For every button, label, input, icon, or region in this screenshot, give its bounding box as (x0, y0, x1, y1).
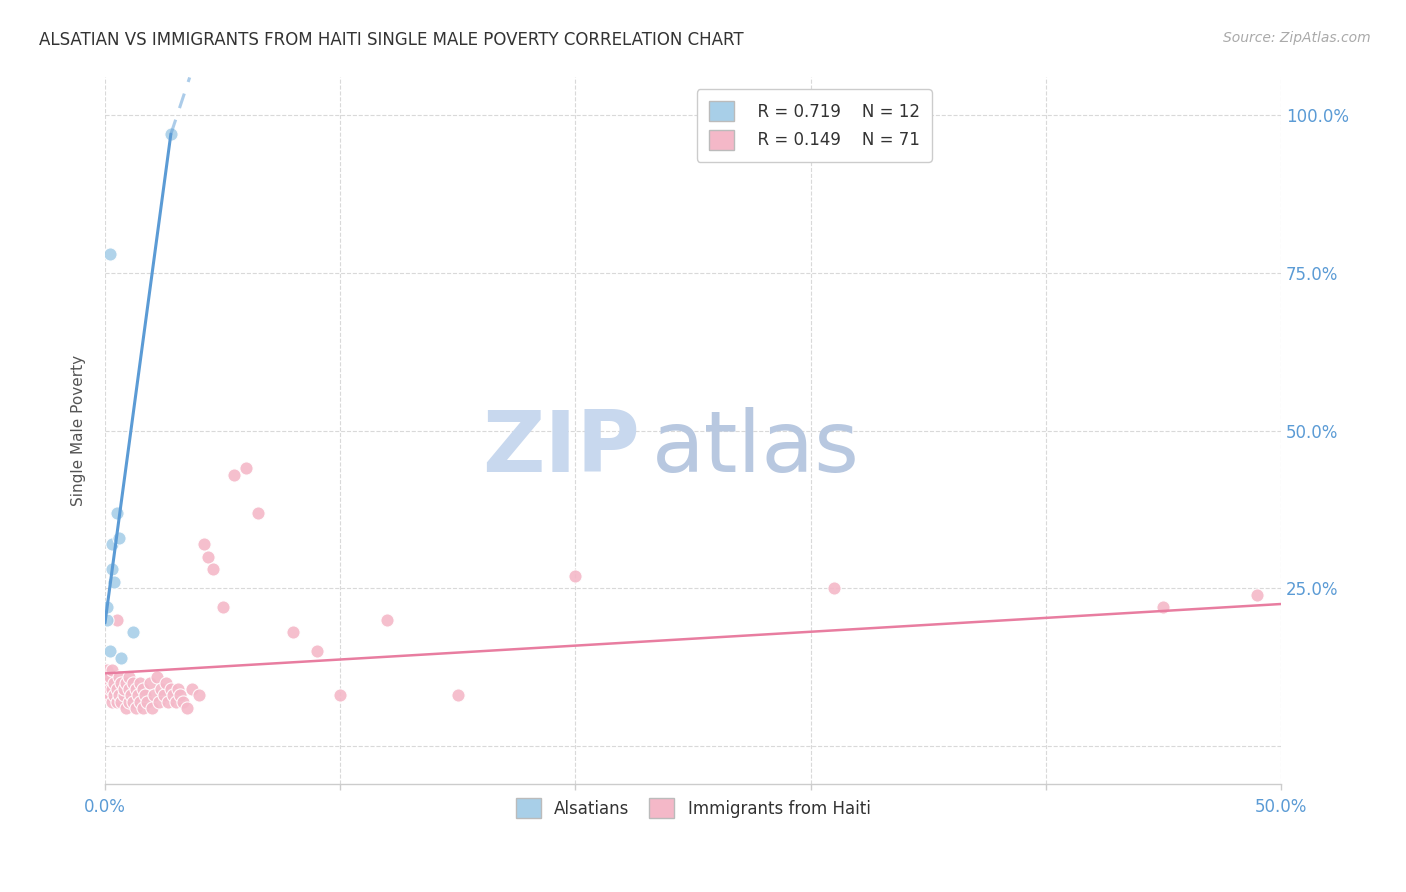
Point (152, 689, 174, 703)
Point (169, 689, 191, 703)
Point (131, 701, 153, 715)
Point (103, 689, 125, 703)
Point (96, 676, 118, 690)
Point (101, 695, 124, 709)
Point (101, 663, 124, 677)
Point (165, 695, 187, 709)
Point (105, 695, 128, 709)
Point (115, 701, 138, 715)
Point (98, 682, 121, 697)
Point (131, 682, 153, 697)
Point (96, 689, 118, 703)
Point (101, 537, 124, 551)
Point (101, 682, 124, 697)
Y-axis label: Single Male Poverty: Single Male Poverty (72, 355, 86, 506)
Point (155, 676, 177, 690)
Point (157, 695, 180, 709)
Point (105, 613, 128, 627)
Point (235, 461, 257, 475)
Point (160, 127, 183, 141)
Point (105, 506, 128, 520)
Text: ZIP: ZIP (482, 407, 640, 490)
Point (162, 689, 184, 703)
Point (124, 701, 146, 715)
Point (103, 574, 125, 589)
Point (564, 568, 586, 582)
Point (181, 682, 204, 697)
Point (148, 695, 170, 709)
Point (101, 562, 124, 576)
Point (193, 537, 215, 551)
Point (96, 663, 118, 677)
Point (96, 613, 118, 627)
Point (112, 682, 135, 697)
Point (202, 562, 225, 576)
Point (105, 682, 128, 697)
Point (150, 682, 173, 697)
Point (281, 625, 304, 640)
Point (246, 506, 269, 520)
Point (1152, 600, 1174, 615)
Point (188, 689, 211, 703)
Point (305, 644, 328, 658)
Point (129, 676, 152, 690)
Point (129, 695, 152, 709)
Point (160, 682, 183, 697)
Point (134, 689, 156, 703)
Point (167, 682, 190, 697)
Point (96, 600, 118, 615)
Point (138, 676, 160, 690)
Legend: Alsatians, Immigrants from Haiti: Alsatians, Immigrants from Haiti (509, 791, 877, 825)
Point (224, 467, 246, 482)
Point (127, 689, 149, 703)
Point (124, 682, 146, 697)
Point (98, 689, 121, 703)
Text: atlas: atlas (652, 407, 860, 490)
Point (329, 689, 352, 703)
Point (117, 669, 139, 683)
Point (172, 695, 194, 709)
Point (110, 676, 132, 690)
Point (1246, 588, 1268, 602)
Text: Source: ZipAtlas.com: Source: ZipAtlas.com (1223, 31, 1371, 45)
Point (110, 650, 132, 665)
Point (176, 701, 198, 715)
Point (98, 669, 121, 683)
Point (117, 682, 139, 697)
Point (823, 581, 845, 595)
Point (122, 676, 145, 690)
Point (447, 689, 470, 703)
Point (108, 689, 131, 703)
Point (136, 695, 159, 709)
Point (108, 531, 131, 545)
Point (98, 644, 121, 658)
Point (197, 549, 219, 564)
Point (120, 689, 142, 703)
Point (98, 247, 121, 261)
Point (108, 669, 131, 683)
Point (143, 689, 166, 703)
Text: ALSATIAN VS IMMIGRANTS FROM HAITI SINGLE MALE POVERTY CORRELATION CHART: ALSATIAN VS IMMIGRANTS FROM HAITI SINGLE… (39, 31, 744, 49)
Point (122, 695, 145, 709)
Point (117, 695, 139, 709)
Point (141, 701, 163, 715)
Point (211, 600, 233, 615)
Point (375, 613, 398, 627)
Point (110, 695, 132, 709)
Point (115, 676, 138, 690)
Point (145, 669, 167, 683)
Point (112, 689, 135, 703)
Point (103, 676, 125, 690)
Point (122, 625, 145, 640)
